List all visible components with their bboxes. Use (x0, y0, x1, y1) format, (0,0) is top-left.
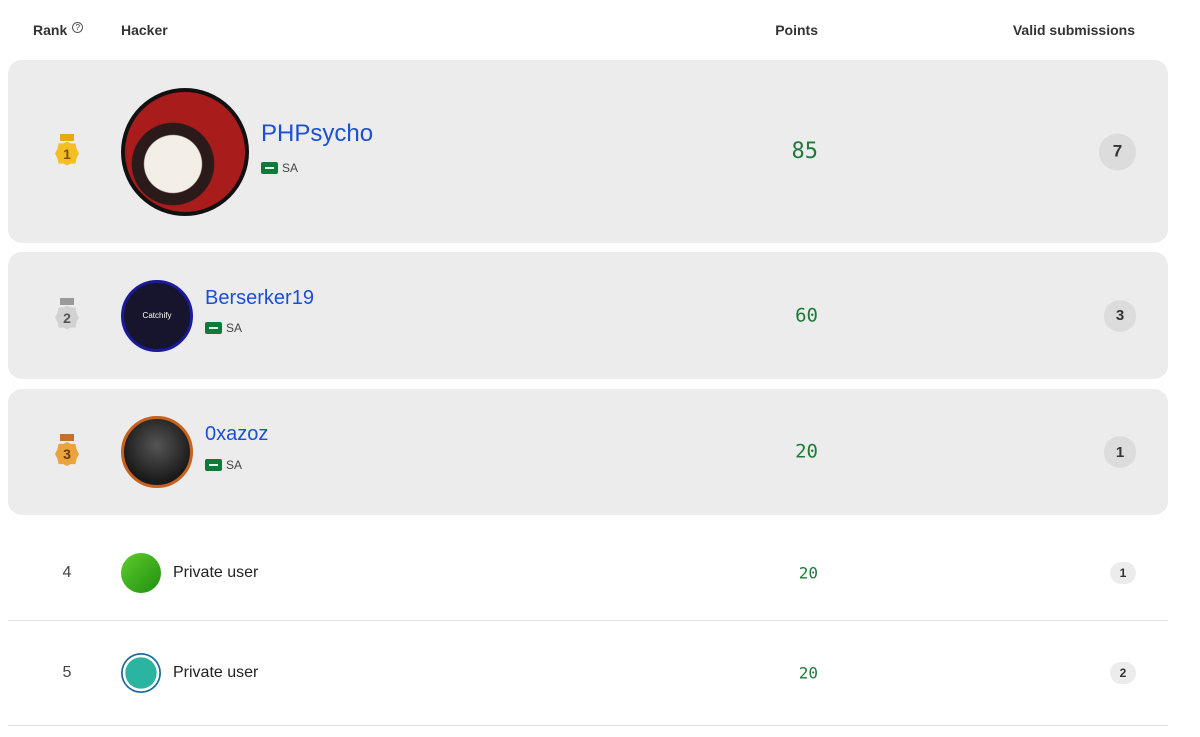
country: SA (205, 458, 242, 472)
saudi-flag-icon (261, 162, 278, 174)
submissions-badge: 2 (1110, 662, 1136, 684)
column-rank: Rank? (33, 20, 93, 40)
table-row[interactable]: 4 Private user 20 1 (8, 525, 1168, 621)
table-row[interactable]: 2 Catchify Berserker19 SA 60 3 (8, 252, 1168, 379)
country: SA (205, 321, 242, 335)
column-valid-submissions: Valid submissions (1012, 22, 1135, 38)
rank-number: 4 (62, 563, 72, 581)
points: 85 (791, 138, 819, 164)
avatar[interactable]: Catchify (121, 279, 193, 352)
rank-medal-gold: 1 (54, 133, 80, 170)
column-hacker: Hacker (121, 22, 168, 38)
avatar-logo-text: Catchify (142, 310, 172, 320)
table-header: Rank? Hacker Points Valid submissions (0, 20, 1200, 40)
country: SA (261, 161, 298, 175)
table-row[interactable]: 3 0xazoz SA 20 1 (8, 389, 1168, 515)
submissions-badge: 3 (1104, 299, 1136, 332)
points: 20 (798, 562, 818, 582)
submissions-badge: 7 (1099, 133, 1136, 170)
column-points: Points (775, 22, 818, 38)
saudi-flag-icon (205, 322, 222, 334)
table-row[interactable]: 5 Private user 20 2 (8, 621, 1168, 726)
rank-medal-bronze: 3 (54, 434, 80, 470)
avatar (121, 552, 161, 593)
avatar[interactable] (121, 416, 193, 488)
avatar[interactable] (121, 87, 249, 216)
rank-number: 5 (62, 664, 72, 681)
rank-medal-silver: 2 (54, 297, 80, 334)
saudi-flag-icon (205, 459, 222, 471)
points: 20 (795, 440, 818, 463)
points: 20 (798, 663, 818, 683)
submissions-badge: 1 (1104, 436, 1136, 468)
hacker-name: Private user (173, 664, 259, 681)
hacker-name-link[interactable]: Berserker19 (205, 287, 314, 309)
hacker-name: Private user (173, 563, 259, 581)
hacker-name-link[interactable]: 0xazoz (205, 423, 269, 445)
submissions-badge: 1 (1110, 561, 1136, 584)
avatar (121, 653, 161, 693)
points: 60 (795, 304, 818, 327)
hacker-name-link[interactable]: PHPsycho (261, 120, 374, 147)
question-circle-icon[interactable]: ? (72, 22, 84, 33)
table-row[interactable]: 1 PHPsycho SA 85 7 (8, 60, 1168, 243)
